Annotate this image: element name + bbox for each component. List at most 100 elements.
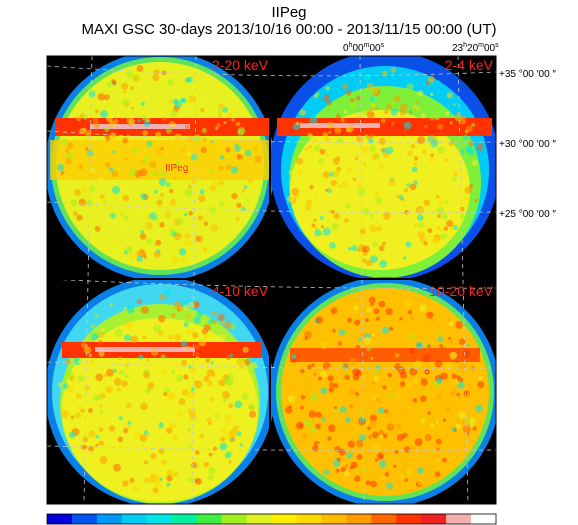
dec-line [47,65,496,77]
noise-blob [224,321,232,329]
noise-blob [158,178,167,186]
noise-blob [367,347,371,352]
noise-blob [104,133,110,139]
noise-blob [104,126,110,132]
noise-blob [379,260,388,268]
noise-blob [304,330,312,339]
noise-blob [346,317,352,323]
noise-blob [249,410,257,418]
noise-blob [430,318,435,323]
noise-blob [135,366,143,374]
noise-blob [311,223,316,228]
noise-blob [174,133,182,142]
noise-blob [187,184,192,189]
noise-blob [203,324,211,332]
noise-blob [77,375,85,382]
noise-blob [171,256,179,264]
noise-blob [206,417,212,423]
noise-blob [335,156,341,161]
noise-blob [435,446,440,451]
noise-blob [438,330,443,335]
noise-blob [192,332,199,339]
colorbar-border [46,513,497,525]
noise-blob [92,117,99,123]
noise-blob [417,480,423,486]
noise-blob [465,418,471,424]
noise-blob [120,212,125,217]
noise-blob [444,200,449,205]
noise-blob [66,370,74,379]
noise-blob [331,222,339,231]
noise-blob [125,71,133,79]
noise-blob [327,436,332,441]
noise-blob [129,86,135,91]
noise-blob [146,358,150,362]
noise-blob [115,245,123,253]
noise-blob [65,148,69,153]
noise-blob [366,259,373,267]
noise-blob [186,76,193,83]
ra-label: 0h00m00s [343,42,385,54]
noise-blob [382,385,387,390]
noise-blob [108,139,117,148]
noise-blob [122,480,129,487]
noise-blob [127,420,132,425]
noise-blob [334,426,338,431]
noise-blob [88,430,96,438]
noise-blob [128,118,136,125]
noise-blob [368,296,376,304]
noise-blob [391,121,395,126]
noise-blob [124,334,132,342]
noise-blob [372,191,379,198]
noise-blob [399,103,408,112]
noise-blob [374,458,379,462]
noise-blob [140,230,144,234]
noise-blob [144,154,150,160]
noise-blob [137,119,141,123]
noise-blob [415,100,420,105]
noise-blob [94,226,101,232]
noise-blob [322,94,330,102]
noise-blob [155,239,162,246]
noise-blob [310,393,319,401]
noise-blob [462,425,471,433]
noise-blob [181,389,189,396]
noise-blob [318,158,324,164]
noise-blob [356,135,364,143]
noise-blob [299,109,307,116]
noise-blob [113,368,117,373]
noise-blob [350,461,358,469]
noise-blob [203,375,210,382]
noise-blob [467,148,475,156]
noise-blob [103,200,107,203]
noise-blob [125,78,130,82]
noise-blob [377,163,385,170]
noise-blob [406,83,414,91]
noise-blob [445,363,452,371]
noise-blob [236,202,242,208]
noise-blob [161,459,167,466]
noise-blob [146,144,151,149]
noise-blob [65,158,72,165]
noise-blob [299,353,304,358]
noise-blob [449,351,457,360]
noise-blob [190,153,198,161]
noise-blob [122,194,130,202]
noise-blob [60,171,65,176]
noise-blob [207,380,213,387]
noise-blob [83,362,87,366]
noise-blob [458,411,467,420]
noise-blob [445,406,451,412]
noise-blob [347,440,355,448]
noise-blob [409,348,416,354]
noise-blob [198,433,205,439]
noise-blob [389,99,396,106]
noise-blob [368,435,373,440]
noise-blob [300,405,304,410]
noise-blob [143,460,149,465]
noise-blob [208,466,216,475]
noise-blob [145,117,150,123]
noise-blob [429,78,433,82]
noise-blob [200,146,207,154]
noise-blob [164,212,171,219]
